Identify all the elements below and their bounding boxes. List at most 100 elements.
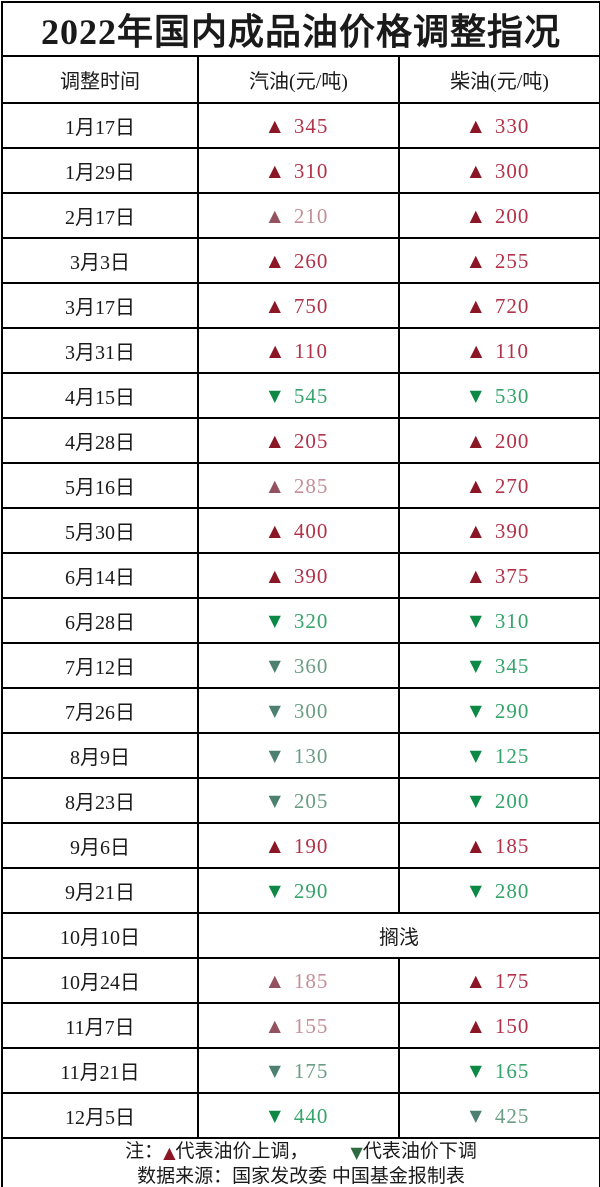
table-row: 8月23日 ▼ 205 ▼ 200 bbox=[1, 777, 600, 824]
up-triangle-icon: ▲ bbox=[268, 836, 281, 856]
adjustment-value: 425 bbox=[494, 1103, 530, 1128]
table-row: 3月17日 ▲ 750 ▲ 720 bbox=[1, 282, 600, 329]
diesel-value-cell: ▼ 200 bbox=[397, 777, 600, 824]
date-cell: 7月12日 bbox=[1, 642, 199, 689]
up-triangle-icon: ▲ bbox=[469, 836, 482, 856]
up-triangle-icon: ▲ bbox=[469, 341, 483, 361]
diesel-value-cell: ▲ 330 bbox=[397, 102, 600, 149]
col-header-date: 调整时间 bbox=[1, 55, 199, 104]
date-cell: 3月17日 bbox=[1, 282, 199, 329]
adjustment-value: 175 bbox=[293, 1058, 329, 1083]
gasoline-value-cell: ▼ 290 bbox=[197, 867, 400, 914]
gasoline-value-cell: ▲ 190 bbox=[197, 822, 400, 869]
date-cell: 8月23日 bbox=[1, 777, 199, 824]
gasoline-value-cell: ▲ 345 bbox=[197, 102, 400, 149]
adjustment-value: 440 bbox=[293, 1103, 329, 1128]
adjustment-value: 190 bbox=[293, 833, 329, 858]
adjustment-value: 320 bbox=[293, 608, 329, 633]
adjustment-value: 200 bbox=[494, 203, 530, 228]
date-cell: 3月31日 bbox=[1, 327, 199, 374]
gasoline-value-cell: ▼ 360 bbox=[197, 642, 400, 689]
gasoline-value-cell: ▼ 130 bbox=[197, 732, 400, 779]
down-triangle-icon: ▼ bbox=[469, 386, 482, 406]
adjustment-value: 155 bbox=[293, 1013, 329, 1038]
adjustment-value: 345 bbox=[494, 653, 530, 678]
adjustment-value: 110 bbox=[294, 338, 329, 363]
date-cell: 4月15日 bbox=[1, 372, 199, 419]
source-line: 数据来源：国家发改委 中国基金报制表 bbox=[137, 1166, 465, 1187]
gasoline-value-cell: ▲ 205 bbox=[197, 417, 400, 464]
up-triangle-icon: ▲ bbox=[469, 476, 482, 496]
adjustment-value: 310 bbox=[293, 158, 329, 183]
diesel-value-cell: ▼ 125 bbox=[397, 732, 600, 779]
up-triangle-icon: ▲ bbox=[268, 476, 281, 496]
gasoline-value-cell: ▲ 285 bbox=[197, 462, 400, 509]
adjustment-value: 125 bbox=[494, 743, 530, 768]
up-triangle-icon: ▲ bbox=[268, 1016, 281, 1036]
up-triangle-icon: ▲ bbox=[469, 251, 482, 271]
diesel-value-cell: ▲ 110 bbox=[397, 327, 600, 374]
gasoline-value-cell: ▲ 210 bbox=[197, 192, 400, 239]
date-cell: 1月29日 bbox=[1, 147, 199, 194]
adjustment-value: 720 bbox=[494, 293, 530, 318]
adjustment-value: 175 bbox=[494, 968, 530, 993]
up-triangle-icon: ▲ bbox=[469, 431, 482, 451]
diesel-value-cell: ▲ 270 bbox=[397, 462, 600, 509]
up-legend-label: 代表油价上调， bbox=[175, 1141, 309, 1162]
adjustment-value: 290 bbox=[494, 698, 530, 723]
diesel-value-cell: ▼ 310 bbox=[397, 597, 600, 644]
adjustment-value: 300 bbox=[293, 698, 329, 723]
adjustment-value: 300 bbox=[494, 158, 530, 183]
adjustment-value: 530 bbox=[494, 383, 530, 408]
title-row: 2022年国内成品油价格调整指况 bbox=[0, 1, 600, 57]
down-triangle-icon: ▼ bbox=[268, 386, 281, 406]
foot-section: 注：▲代表油价上调， ▼代表油价下调 数据来源：国家发改委 中国基金报制表 bbox=[0, 1137, 600, 1187]
date-cell: 9月6日 bbox=[1, 822, 199, 869]
adjustment-value: 375 bbox=[494, 563, 530, 588]
table-row: 7月12日 ▼ 360 ▼ 345 bbox=[1, 642, 600, 689]
up-triangle-icon: ▲ bbox=[268, 971, 281, 991]
date-cell: 5月16日 bbox=[1, 462, 199, 509]
adjustment-value: 110 bbox=[495, 338, 530, 363]
date-cell: 6月28日 bbox=[1, 597, 199, 644]
table-row: 9月6日 ▲ 190 ▲ 185 bbox=[1, 822, 600, 869]
up-triangle-icon: ▲ bbox=[268, 251, 281, 271]
table-row: 8月9日 ▼ 130 ▼ 125 bbox=[1, 732, 600, 779]
table-row: 11月7日 ▲ 155 ▲ 150 bbox=[1, 1002, 600, 1049]
gasoline-value-cell: ▲ 750 bbox=[197, 282, 400, 329]
table-row: 1月29日 ▲ 310 ▲ 300 bbox=[1, 147, 600, 194]
down-triangle-icon: ▼ bbox=[469, 746, 482, 766]
up-triangle-icon: ▲ bbox=[268, 116, 281, 136]
adjustment-value: 210 bbox=[293, 203, 329, 228]
diesel-value-cell: ▼ 345 bbox=[397, 642, 600, 689]
adjustment-value: 270 bbox=[494, 473, 530, 498]
down-triangle-icon: ▼ bbox=[268, 746, 281, 766]
gasoline-value-cell: ▲ 155 bbox=[197, 1002, 400, 1049]
table-row: 6月28日 ▼ 320 ▼ 310 bbox=[1, 597, 600, 644]
down-triangle-icon: ▼ bbox=[469, 701, 482, 721]
date-cell: 10月10日 bbox=[1, 912, 199, 959]
date-cell: 11月21日 bbox=[1, 1047, 199, 1094]
legend-line: 注：▲代表油价上调， ▼代表油价下调 bbox=[3, 1139, 599, 1164]
diesel-value-cell: ▼ 280 bbox=[397, 867, 600, 914]
adjustment-value: 260 bbox=[293, 248, 329, 273]
table-row: 3月3日 ▲ 260 ▲ 255 bbox=[1, 237, 600, 284]
diesel-value-cell: ▲ 150 bbox=[397, 1002, 600, 1049]
diesel-value-cell: ▼ 530 bbox=[397, 372, 600, 419]
header-row: 调整时间 汽油(元/吨) 柴油(元/吨) bbox=[1, 55, 600, 104]
table-row: 5月16日 ▲ 285 ▲ 270 bbox=[1, 462, 600, 509]
up-triangle-icon: ▲ bbox=[469, 116, 482, 136]
footer-row: 注：▲代表油价上调， ▼代表油价下调 数据来源：国家发改委 中国基金报制表 bbox=[0, 1137, 600, 1187]
down-triangle-icon: ▼ bbox=[469, 656, 482, 676]
gasoline-value-cell: ▲ 400 bbox=[197, 507, 400, 554]
date-cell: 5月30日 bbox=[1, 507, 199, 554]
up-triangle-icon: ▲ bbox=[268, 521, 281, 541]
adjustment-value: 280 bbox=[494, 878, 530, 903]
adjustment-value: 205 bbox=[293, 428, 329, 453]
gasoline-value-cell: ▼ 440 bbox=[197, 1092, 400, 1139]
diesel-value-cell: ▲ 375 bbox=[397, 552, 600, 599]
adjustment-value: 400 bbox=[293, 518, 329, 543]
date-cell: 7月26日 bbox=[1, 687, 199, 734]
table-row: 7月26日 ▼ 300 ▼ 290 bbox=[1, 687, 600, 734]
